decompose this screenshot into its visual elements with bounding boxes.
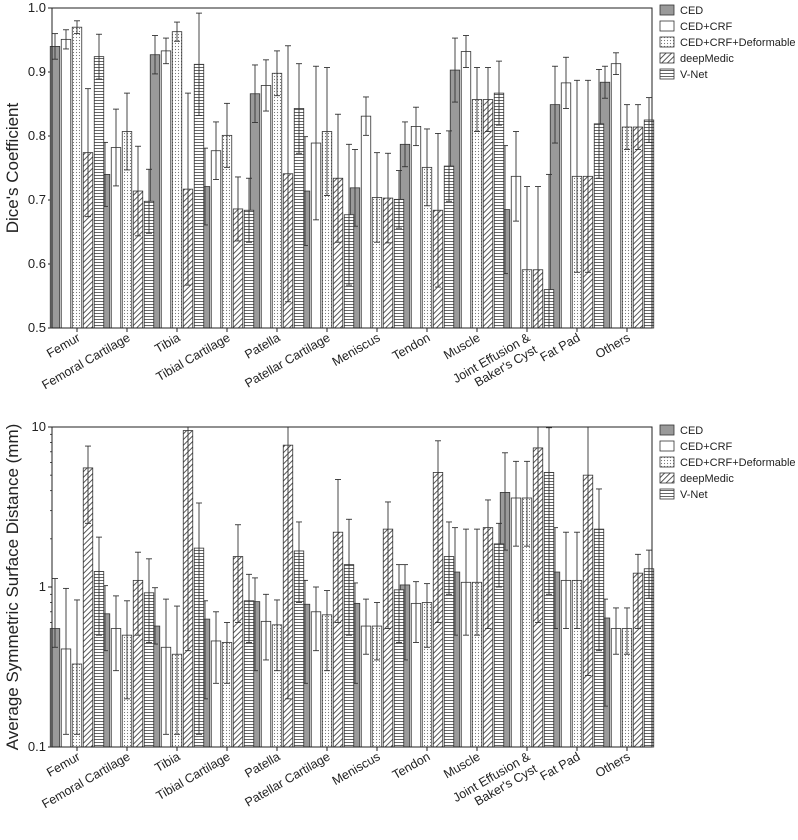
bar [471,99,483,329]
bar [160,50,172,329]
y-tick-label: 0.1 [28,739,46,754]
legend-label: CED+CRF+Deformable [680,37,796,49]
legend-swatch [659,440,675,452]
bar [260,85,272,329]
dice-chart: 0.5 0.6 0.7 0.8 0.9 1.0 Dice's Coefficient Femu… [3,0,796,392]
bar [482,99,494,329]
bar [93,56,105,329]
bar [60,38,72,329]
bar [493,92,505,329]
y-tick-label: 10 [32,419,46,434]
bar [410,126,422,329]
x-tick-label: Muscle [441,330,482,362]
x-tick-label: Tendon [390,749,433,782]
legend-swatch [659,4,675,16]
bar [610,63,622,329]
bar [71,26,83,329]
legend-swatch [659,52,675,64]
y-tick-label: 1.0 [28,0,46,15]
y-tick-label: 0.5 [28,320,46,335]
x-tick-label: Femoral Cartilage [39,749,132,811]
legend-label: CED [680,5,703,17]
bar [632,126,644,329]
x-tick-label: Patellar Cartilage [242,749,332,809]
legend-swatch [659,36,675,48]
x-tick-label: Tibia [152,749,182,774]
bar [360,115,372,329]
x-tick-label: Patella [242,330,282,361]
y-tick-label: 0.9 [28,64,46,79]
x-tick-label: Meniscus [330,749,383,788]
legend-label: CED+CRF+Deformable [680,457,796,469]
bar [171,31,183,329]
legend-swatch [659,68,675,80]
y-tick-label: 0.8 [28,128,46,143]
legend-label: CED+CRF [680,21,733,33]
bar [621,126,633,329]
x-tick-label: Patellar Cartilage [242,330,332,390]
x-tick-label: Femur [44,749,82,779]
x-tick-label: Muscle [441,749,482,781]
legend-label: V-Net [680,489,708,501]
y-tick-label: 0.6 [28,256,46,271]
x-tick-label: Tendon [390,330,433,363]
legend-label: deepMedic [680,53,734,65]
legend-swatch [659,472,675,484]
legend-swatch [659,488,675,500]
x-tick-label: Others [593,330,632,361]
y-axis-label: Average Symmetric Surface Distance (mm) [3,424,22,751]
x-tick-label: Femoral Cartilage [39,330,132,392]
plot-frame [51,426,653,748]
y-axis-label: Dice's Coefficient [3,102,22,233]
assd-chart: 0.1 1 10 Average Symmetric Surface Distance… [3,419,796,811]
y-tick-label: 1 [39,579,46,594]
x-tick-label: Meniscus [330,330,383,369]
legend-label: CED+CRF [680,441,733,453]
x-tick-label: Fat Pad [538,330,583,364]
x-tick-label: Patella [242,749,282,780]
legend-label: CED [680,425,703,437]
x-tick-label: Femur [44,330,82,360]
y-tick-label: 0.7 [28,192,46,207]
bar [460,51,472,329]
bar [560,82,572,329]
plot-frame [51,7,653,329]
legend-swatch [659,20,675,32]
legend-label: deepMedic [680,473,734,485]
bar [271,72,283,329]
x-tick-label: Others [593,749,632,780]
x-tick-label: Tibia [152,330,182,355]
legend-label: V-Net [680,69,708,81]
x-tick-label: Fat Pad [538,749,583,783]
legend-swatch [659,456,675,468]
legend-swatch [659,424,675,436]
